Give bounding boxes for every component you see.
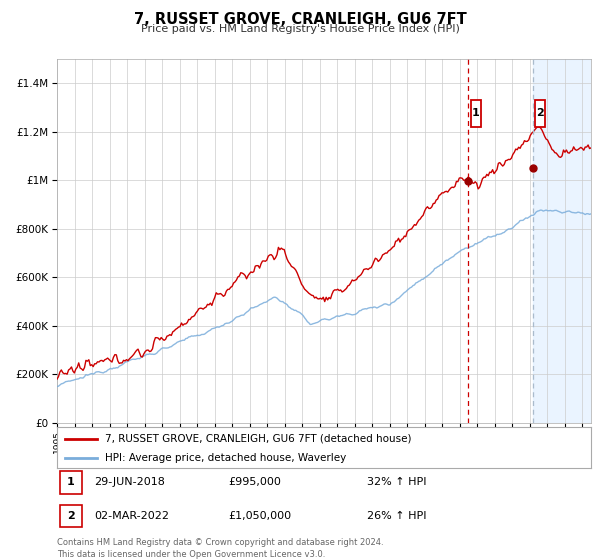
Text: 2: 2 — [67, 511, 75, 521]
Text: 7, RUSSET GROVE, CRANLEIGH, GU6 7FT (detached house): 7, RUSSET GROVE, CRANLEIGH, GU6 7FT (det… — [105, 433, 412, 444]
Bar — [533, 59, 600, 423]
FancyBboxPatch shape — [59, 505, 82, 527]
Text: £1,050,000: £1,050,000 — [228, 511, 291, 521]
Text: Contains HM Land Registry data © Crown copyright and database right 2024.: Contains HM Land Registry data © Crown c… — [57, 538, 383, 547]
Bar — [535, 100, 545, 127]
Text: 32% ↑ HPI: 32% ↑ HPI — [367, 478, 426, 487]
Text: 26% ↑ HPI: 26% ↑ HPI — [367, 511, 426, 521]
Text: 7, RUSSET GROVE, CRANLEIGH, GU6 7FT: 7, RUSSET GROVE, CRANLEIGH, GU6 7FT — [134, 12, 466, 27]
Text: £995,000: £995,000 — [228, 478, 281, 487]
Text: 02-MAR-2022: 02-MAR-2022 — [94, 511, 169, 521]
Text: This data is licensed under the Open Government Licence v3.0.: This data is licensed under the Open Gov… — [57, 550, 325, 559]
Text: Price paid vs. HM Land Registry's House Price Index (HPI): Price paid vs. HM Land Registry's House … — [140, 24, 460, 34]
Text: 29-JUN-2018: 29-JUN-2018 — [94, 478, 165, 487]
Text: 2: 2 — [536, 109, 544, 118]
Text: 1: 1 — [67, 478, 75, 487]
FancyBboxPatch shape — [59, 472, 82, 493]
Bar — [471, 100, 481, 127]
Text: HPI: Average price, detached house, Waverley: HPI: Average price, detached house, Wave… — [105, 452, 346, 463]
Text: 1: 1 — [472, 109, 480, 118]
